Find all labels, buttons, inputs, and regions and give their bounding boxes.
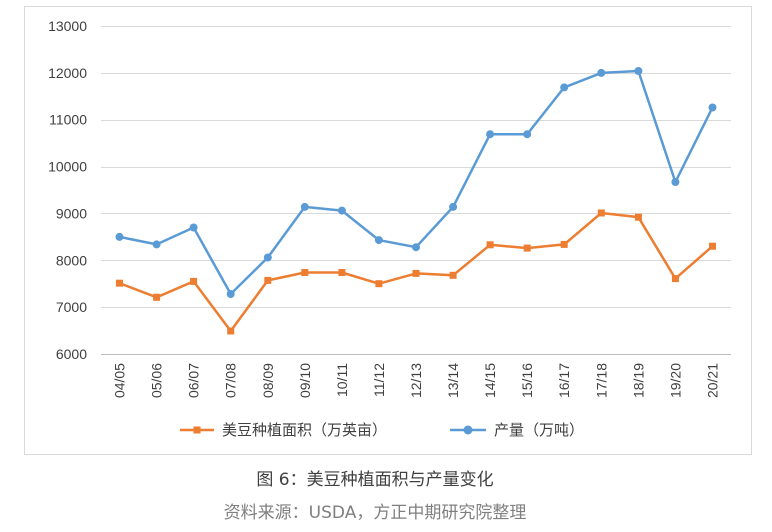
- planted-area-point: [412, 269, 420, 277]
- legend-marker-production: [463, 425, 473, 435]
- figure-caption: 图 6：美豆种植面积与产量变化: [256, 470, 494, 490]
- production-point: [263, 253, 272, 262]
- planted-area-point: [486, 241, 494, 249]
- figure-source: 资料来源：USDA，方正中期研究院整理: [223, 503, 527, 523]
- planted-area-point: [523, 244, 531, 252]
- x-tick-label: 04/05: [112, 363, 128, 398]
- planted-area-point: [227, 327, 235, 335]
- planted-area-point: [190, 277, 198, 285]
- planted-area-point: [116, 279, 123, 287]
- production-point: [374, 236, 383, 245]
- production-point: [597, 68, 606, 77]
- production-point: [708, 103, 717, 112]
- x-tick-label: 10/11: [334, 363, 350, 397]
- x-tick-label: 12/13: [408, 363, 424, 398]
- x-tick-label: 05/06: [149, 363, 165, 398]
- x-tick-label: 19/20: [667, 363, 683, 398]
- y-tick-label: 8000: [56, 252, 87, 268]
- x-tick-label: 17/18: [593, 363, 609, 398]
- planted-area-point: [709, 242, 716, 250]
- planted-area-series: [116, 209, 716, 335]
- production-series: [115, 67, 717, 298]
- planted-area-point: [634, 213, 642, 221]
- x-tick-label: 20/21: [704, 363, 720, 398]
- production-point: [152, 240, 161, 249]
- y-tick-label: 9000: [56, 205, 87, 221]
- planted-area-point: [671, 275, 679, 283]
- legend-item-planted-area: 美豆种植面积（万英亩）: [180, 421, 387, 439]
- production-point: [523, 130, 532, 139]
- planted-area-point: [597, 209, 605, 217]
- chart-border: [24, 6, 752, 455]
- y-tick-label: 10000: [48, 159, 87, 175]
- production-point: [189, 223, 198, 232]
- y-tick-label: 7000: [56, 299, 87, 315]
- planted-area-point: [375, 280, 383, 288]
- legend-label-production: 产量（万吨）: [494, 421, 584, 439]
- y-tick-label: 12000: [48, 65, 87, 81]
- production-point: [226, 290, 235, 298]
- x-tick-label: 06/07: [186, 363, 202, 398]
- production-point: [671, 178, 680, 186]
- x-tick-label: 08/09: [260, 363, 276, 398]
- x-tick-label: 13/14: [445, 363, 461, 398]
- production-point: [412, 243, 420, 252]
- production-point: [449, 202, 458, 211]
- legend: 美豆种植面积（万英亩） 产量（万吨）: [180, 421, 584, 439]
- x-tick-label: 18/19: [630, 363, 646, 398]
- planted-area-point: [338, 269, 346, 276]
- y-tick-label: 11000: [49, 112, 87, 128]
- legend-label-planted-area: 美豆种植面积（万英亩）: [222, 421, 387, 439]
- gridlines: [101, 26, 731, 355]
- x-tick-label: 14/15: [482, 363, 498, 398]
- planted-area-point: [301, 269, 309, 276]
- x-tick-label: 11/12: [371, 363, 387, 397]
- production-point: [115, 232, 124, 241]
- planted-area-point: [560, 240, 568, 248]
- planted-area-point: [449, 271, 457, 279]
- legend-marker-planted-area: [193, 426, 201, 434]
- production-point: [634, 67, 643, 75]
- x-tick-label: 09/10: [297, 363, 313, 398]
- planted-area-point: [153, 293, 161, 301]
- plot-area: [115, 67, 717, 335]
- planted-area-point: [264, 276, 272, 284]
- production-point: [486, 130, 495, 139]
- line-chart: 6000 7000 8000 9000 10000 11000 12000 13000 04/…: [24, 6, 752, 455]
- y-tick-label: 6000: [56, 346, 87, 362]
- y-tick-label: 13000: [48, 18, 87, 34]
- x-axis: 04/05 05/06 06/07 07/08 08/09 09/10 10/11 11/12…: [112, 363, 721, 398]
- y-axis: 6000 7000 8000 9000 10000 11000 12000 13000: [48, 18, 87, 362]
- legend-item-production: 产量（万吨）: [450, 421, 584, 439]
- x-tick-label: 16/17: [556, 363, 572, 398]
- production-point: [560, 83, 569, 92]
- production-point: [337, 206, 346, 215]
- production-point: [300, 202, 309, 211]
- x-tick-label: 15/16: [519, 363, 535, 398]
- x-tick-label: 07/08: [223, 363, 239, 398]
